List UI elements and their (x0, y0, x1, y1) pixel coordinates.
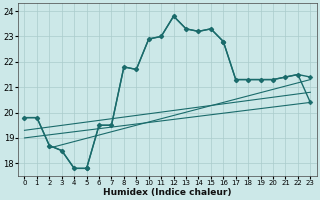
X-axis label: Humidex (Indice chaleur): Humidex (Indice chaleur) (103, 188, 232, 197)
